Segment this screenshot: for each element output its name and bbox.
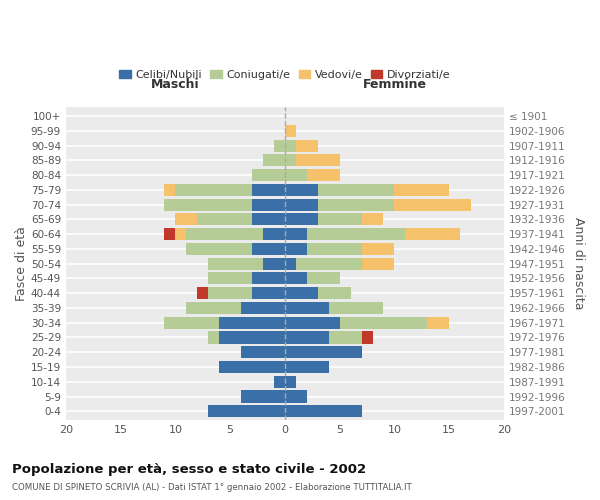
Bar: [307, 243, 362, 255]
Bar: [285, 287, 318, 299]
Bar: [285, 390, 307, 402]
Bar: [318, 287, 350, 299]
Bar: [219, 332, 285, 344]
Bar: [285, 125, 296, 137]
Bar: [296, 154, 340, 166]
Bar: [329, 332, 362, 344]
Bar: [263, 258, 285, 270]
Bar: [187, 228, 263, 240]
Text: Maschi: Maschi: [151, 78, 200, 91]
Bar: [208, 287, 252, 299]
Bar: [307, 272, 340, 284]
Bar: [208, 405, 285, 417]
Bar: [285, 184, 318, 196]
Bar: [285, 376, 296, 388]
Bar: [406, 228, 460, 240]
Bar: [285, 258, 296, 270]
Bar: [285, 198, 318, 210]
Bar: [252, 272, 285, 284]
Bar: [187, 243, 252, 255]
Bar: [197, 214, 252, 226]
Bar: [197, 287, 208, 299]
Bar: [329, 302, 383, 314]
Bar: [340, 316, 427, 329]
Bar: [394, 198, 471, 210]
Bar: [394, 184, 449, 196]
Bar: [175, 214, 197, 226]
Bar: [187, 302, 241, 314]
Bar: [318, 184, 394, 196]
Bar: [164, 228, 175, 240]
Bar: [241, 390, 285, 402]
Bar: [164, 184, 175, 196]
Bar: [208, 332, 219, 344]
Bar: [263, 154, 285, 166]
Bar: [427, 316, 449, 329]
Text: Popolazione per età, sesso e stato civile - 2002: Popolazione per età, sesso e stato civil…: [12, 462, 366, 475]
Bar: [285, 169, 307, 181]
Bar: [175, 228, 187, 240]
Bar: [318, 198, 394, 210]
Bar: [362, 332, 373, 344]
Legend: Celibi/Nubili, Coniugati/e, Vedovi/e, Divorziati/e: Celibi/Nubili, Coniugati/e, Vedovi/e, Di…: [115, 66, 455, 84]
Bar: [285, 346, 362, 358]
Bar: [307, 228, 406, 240]
Bar: [296, 258, 362, 270]
Bar: [362, 258, 394, 270]
Bar: [285, 243, 307, 255]
Bar: [219, 361, 285, 373]
Bar: [274, 376, 285, 388]
Bar: [285, 361, 329, 373]
Bar: [241, 346, 285, 358]
Bar: [318, 214, 362, 226]
Bar: [285, 214, 318, 226]
Bar: [263, 228, 285, 240]
Bar: [252, 169, 285, 181]
Bar: [285, 228, 307, 240]
Bar: [362, 214, 383, 226]
Bar: [285, 154, 296, 166]
Bar: [252, 184, 285, 196]
Bar: [285, 332, 329, 344]
Bar: [241, 302, 285, 314]
Bar: [285, 302, 329, 314]
Text: Femmine: Femmine: [362, 78, 427, 91]
Bar: [296, 140, 318, 151]
Y-axis label: Fasce di età: Fasce di età: [15, 226, 28, 301]
Y-axis label: Anni di nascita: Anni di nascita: [572, 218, 585, 310]
Bar: [208, 258, 263, 270]
Bar: [164, 316, 219, 329]
Bar: [307, 169, 340, 181]
Bar: [164, 198, 252, 210]
Bar: [252, 243, 285, 255]
Bar: [274, 140, 285, 151]
Bar: [252, 287, 285, 299]
Bar: [252, 214, 285, 226]
Bar: [219, 316, 285, 329]
Bar: [175, 184, 252, 196]
Text: COMUNE DI SPINETO SCRIVIA (AL) - Dati ISTAT 1° gennaio 2002 - Elaborazione TUTTI: COMUNE DI SPINETO SCRIVIA (AL) - Dati IS…: [12, 484, 412, 492]
Bar: [208, 272, 252, 284]
Bar: [252, 198, 285, 210]
Bar: [285, 140, 296, 151]
Bar: [285, 316, 340, 329]
Bar: [362, 243, 394, 255]
Bar: [285, 272, 307, 284]
Bar: [285, 405, 362, 417]
